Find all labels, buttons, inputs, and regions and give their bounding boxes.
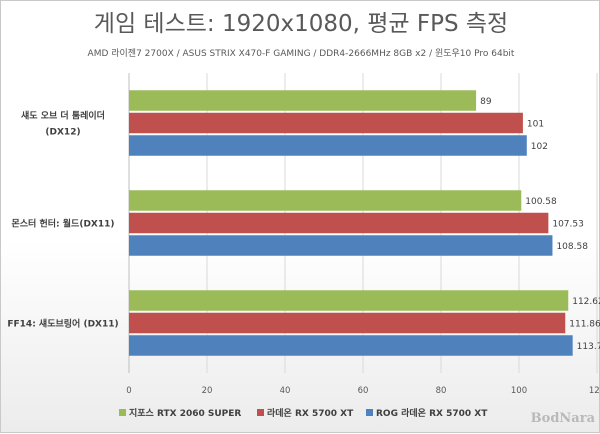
x-axis-ticks: 0 20 40 60 80 100 120 xyxy=(126,386,600,396)
legend-label: 지포스 RTX 2060 SUPER xyxy=(129,407,241,419)
watermark: BodNara xyxy=(531,411,596,426)
chart-title: 게임 테스트: 1920x1080, 평균 FPS 측정 xyxy=(94,11,508,37)
bar xyxy=(129,212,549,234)
bar xyxy=(129,235,553,256)
bar xyxy=(129,312,566,334)
data-label: 101 xyxy=(527,120,544,130)
data-label: 102 xyxy=(531,142,548,152)
x-tick-label: 40 xyxy=(280,386,291,396)
x-tick-label: 80 xyxy=(436,386,447,396)
legend-swatch xyxy=(366,409,373,416)
data-label: 112.626 xyxy=(572,297,600,307)
x-tick-label: 120 xyxy=(589,386,600,396)
legend-label: 라데온 RX 5700 XT xyxy=(267,407,354,419)
bar xyxy=(129,135,527,156)
data-label: 113.76 xyxy=(577,342,600,352)
bars: 89 101 102 100.58 107.53 108.58 112.626 111.86 1… xyxy=(129,90,600,356)
data-label: 111.86 xyxy=(569,320,600,330)
legend: 지포스 RTX 2060 SUPER 라데온 RX 5700 XT ROG 라데온 … xyxy=(119,407,488,419)
category-label: (DX12) xyxy=(45,128,80,138)
bar xyxy=(129,112,523,134)
category-label: FF14: 섀도브링어 (DX11) xyxy=(7,318,118,330)
legend-swatch xyxy=(119,409,126,416)
legend-label: ROG 라데온 RX 5700 XT xyxy=(376,407,488,419)
x-tick-label: 0 xyxy=(126,386,131,396)
chart-subtitle: AMD 라이젠7 2700X / ASUS STRIX X470-F GAMIN… xyxy=(88,48,515,59)
category-labels: 섀도 오브 더 툼레이더 (DX12) 몬스터 헌터: 월드(DX11) FF14: … xyxy=(7,110,118,330)
bar xyxy=(129,190,522,211)
x-tick-label: 20 xyxy=(202,386,213,396)
bar xyxy=(129,290,569,311)
category-label: 몬스터 헌터: 월드(DX11) xyxy=(12,218,115,230)
data-label: 100.58 xyxy=(525,197,557,207)
x-tick-label: 60 xyxy=(358,386,369,396)
legend-swatch xyxy=(257,409,264,416)
bar xyxy=(129,335,573,356)
data-label: 107.53 xyxy=(552,220,584,230)
data-label: 108.58 xyxy=(556,242,588,252)
category-label: 섀도 오브 더 툼레이더 xyxy=(21,110,105,122)
data-label: 89 xyxy=(480,97,492,107)
bar xyxy=(129,90,477,111)
x-tick-label: 100 xyxy=(511,386,527,396)
